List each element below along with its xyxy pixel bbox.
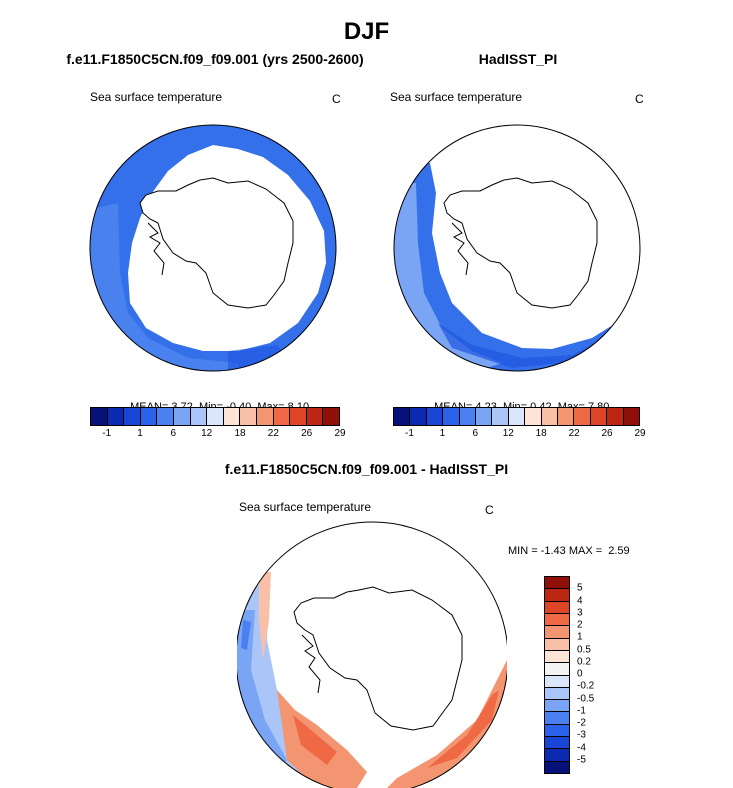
colorbar-tick-label: 29 bbox=[634, 428, 646, 439]
colorbar-swatch bbox=[124, 408, 141, 425]
colorbar-tick-label: 6 bbox=[170, 428, 177, 439]
colorbar-swatch bbox=[140, 408, 158, 425]
colorbar-hadisst bbox=[393, 407, 640, 426]
colorbar-swatch bbox=[545, 723, 569, 737]
diff-title: f.e11.F1850C5CN.f09_f09.001 - HadISST_PI bbox=[224, 461, 509, 477]
colorbar-tick-label: 1 bbox=[439, 428, 446, 439]
colorbar-swatch bbox=[545, 699, 569, 712]
colorbar-swatch bbox=[410, 408, 427, 425]
colorbar-swatch bbox=[306, 408, 324, 425]
colorbar-swatch bbox=[492, 408, 509, 425]
colorbar-tick-label: 6 bbox=[472, 428, 479, 439]
diff-subtitle: Sea surface temperature bbox=[239, 500, 372, 514]
colorbar-tick-label: 18 bbox=[234, 428, 246, 439]
colorbar-swatch bbox=[426, 408, 444, 425]
colorbar-swatch bbox=[545, 662, 569, 675]
colorbar-swatch bbox=[443, 408, 460, 425]
panel1-subtitle: Sea surface temperature bbox=[90, 90, 223, 104]
colorbar-swatch bbox=[91, 408, 108, 425]
colorbar-swatch bbox=[394, 408, 411, 425]
colorbar-difference bbox=[544, 576, 570, 774]
diff-units: C bbox=[485, 503, 494, 517]
colorbar-swatch bbox=[545, 760, 569, 773]
colorbar-tick-label: 1 bbox=[137, 428, 143, 439]
colorbar-swatch bbox=[223, 408, 241, 425]
colorbar-swatch bbox=[558, 408, 575, 425]
colorbar-swatch bbox=[525, 408, 542, 425]
colorbar-model-labels: -1 1 6 12 18 22 26 29 bbox=[90, 428, 345, 442]
colorbar-swatch bbox=[574, 408, 591, 425]
colorbar-swatch bbox=[207, 408, 224, 425]
colorbar-tick-label: 18 bbox=[535, 428, 547, 439]
colorbar-tick-label: 26 bbox=[301, 428, 313, 439]
colorbar-swatch bbox=[273, 408, 291, 425]
colorbar-swatch bbox=[545, 674, 569, 687]
difference-map bbox=[237, 521, 507, 788]
colorbar-tick-label: -4 bbox=[577, 742, 586, 753]
panel2-title: HadISST_PI bbox=[478, 51, 558, 67]
colorbar-swatch bbox=[323, 408, 339, 425]
colorbar-swatch bbox=[545, 711, 569, 724]
colorbar-swatch bbox=[459, 408, 477, 425]
colorbar-tick-label: 22 bbox=[267, 428, 279, 439]
colorbar-swatch bbox=[607, 408, 624, 425]
colorbar-swatch bbox=[256, 408, 274, 425]
colorbar-tick-label: -0.2 bbox=[577, 680, 595, 692]
colorbar-tick-label: -2 bbox=[577, 717, 586, 729]
colorbar-swatch bbox=[476, 408, 493, 425]
colorbar-swatch bbox=[545, 577, 569, 589]
colorbar-tick-label: 12 bbox=[201, 428, 213, 439]
colorbar-tick-label: 4 bbox=[577, 595, 583, 606]
colorbar-tick-label: -1 bbox=[102, 428, 112, 439]
colorbar-tick-label: 22 bbox=[568, 428, 580, 439]
colorbar-tick-label: -5 bbox=[577, 754, 586, 766]
colorbar-tick-label: 3 bbox=[577, 607, 583, 619]
colorbar-tick-label: 5 bbox=[577, 582, 583, 594]
colorbar-tick-label: 0.2 bbox=[577, 656, 591, 668]
colorbar-swatch bbox=[590, 408, 608, 425]
colorbar-tick-label: -1 bbox=[405, 428, 414, 439]
colorbar-tick-label: -0.5 bbox=[577, 693, 595, 704]
colorbar-tick-label: 2 bbox=[577, 619, 583, 631]
colorbar-swatch bbox=[541, 408, 559, 425]
colorbar-swatch bbox=[545, 686, 569, 700]
colorbar-swatch bbox=[545, 748, 569, 761]
colorbar-tick-label: -1 bbox=[577, 705, 586, 717]
main-title: DJF bbox=[343, 18, 390, 45]
colorbar-tick-label: 0 bbox=[577, 668, 583, 680]
diff-minmax: MIN = -1.43 MAX = 2.59 bbox=[508, 545, 630, 557]
colorbar-tick-label: 12 bbox=[502, 428, 514, 439]
panel1-units: C bbox=[332, 92, 341, 106]
colorbar-swatch bbox=[545, 588, 569, 601]
colorbar-swatch bbox=[545, 637, 569, 650]
colorbar-model bbox=[90, 407, 340, 426]
panel2-subtitle: Sea surface temperature bbox=[390, 90, 523, 104]
model-sst-map bbox=[89, 124, 337, 372]
colorbar-swatch bbox=[623, 408, 640, 425]
colorbar-swatch bbox=[240, 408, 257, 425]
colorbar-swatch bbox=[290, 408, 307, 425]
colorbar-swatch bbox=[545, 612, 569, 626]
colorbar-swatch bbox=[545, 736, 569, 749]
colorbar-swatch bbox=[173, 408, 191, 425]
colorbar-hadisst-labels: -1 1 6 12 18 22 26 29 bbox=[393, 428, 646, 442]
colorbar-tick-label: -3 bbox=[577, 729, 586, 741]
colorbar-swatch bbox=[157, 408, 174, 425]
panel2-units: C bbox=[635, 92, 644, 106]
colorbar-swatch bbox=[107, 408, 125, 425]
colorbar-tick-label: 1 bbox=[577, 631, 583, 643]
antarctica-outline bbox=[139, 177, 294, 309]
hadisst-map bbox=[393, 124, 641, 372]
colorbar-swatch bbox=[508, 408, 526, 425]
colorbar-tick-label: 26 bbox=[601, 428, 613, 439]
colorbar-swatch bbox=[545, 649, 569, 663]
colorbar-swatch bbox=[545, 600, 569, 613]
colorbar-swatch bbox=[190, 408, 208, 425]
colorbar-tick-label: 0.5 bbox=[577, 644, 591, 655]
panel1-title: f.e11.F1850C5CN.f09_f09.001 (yrs 2500-26… bbox=[66, 51, 364, 67]
colorbar-tick-label: 29 bbox=[334, 428, 346, 439]
colorbar-swatch bbox=[545, 625, 569, 638]
